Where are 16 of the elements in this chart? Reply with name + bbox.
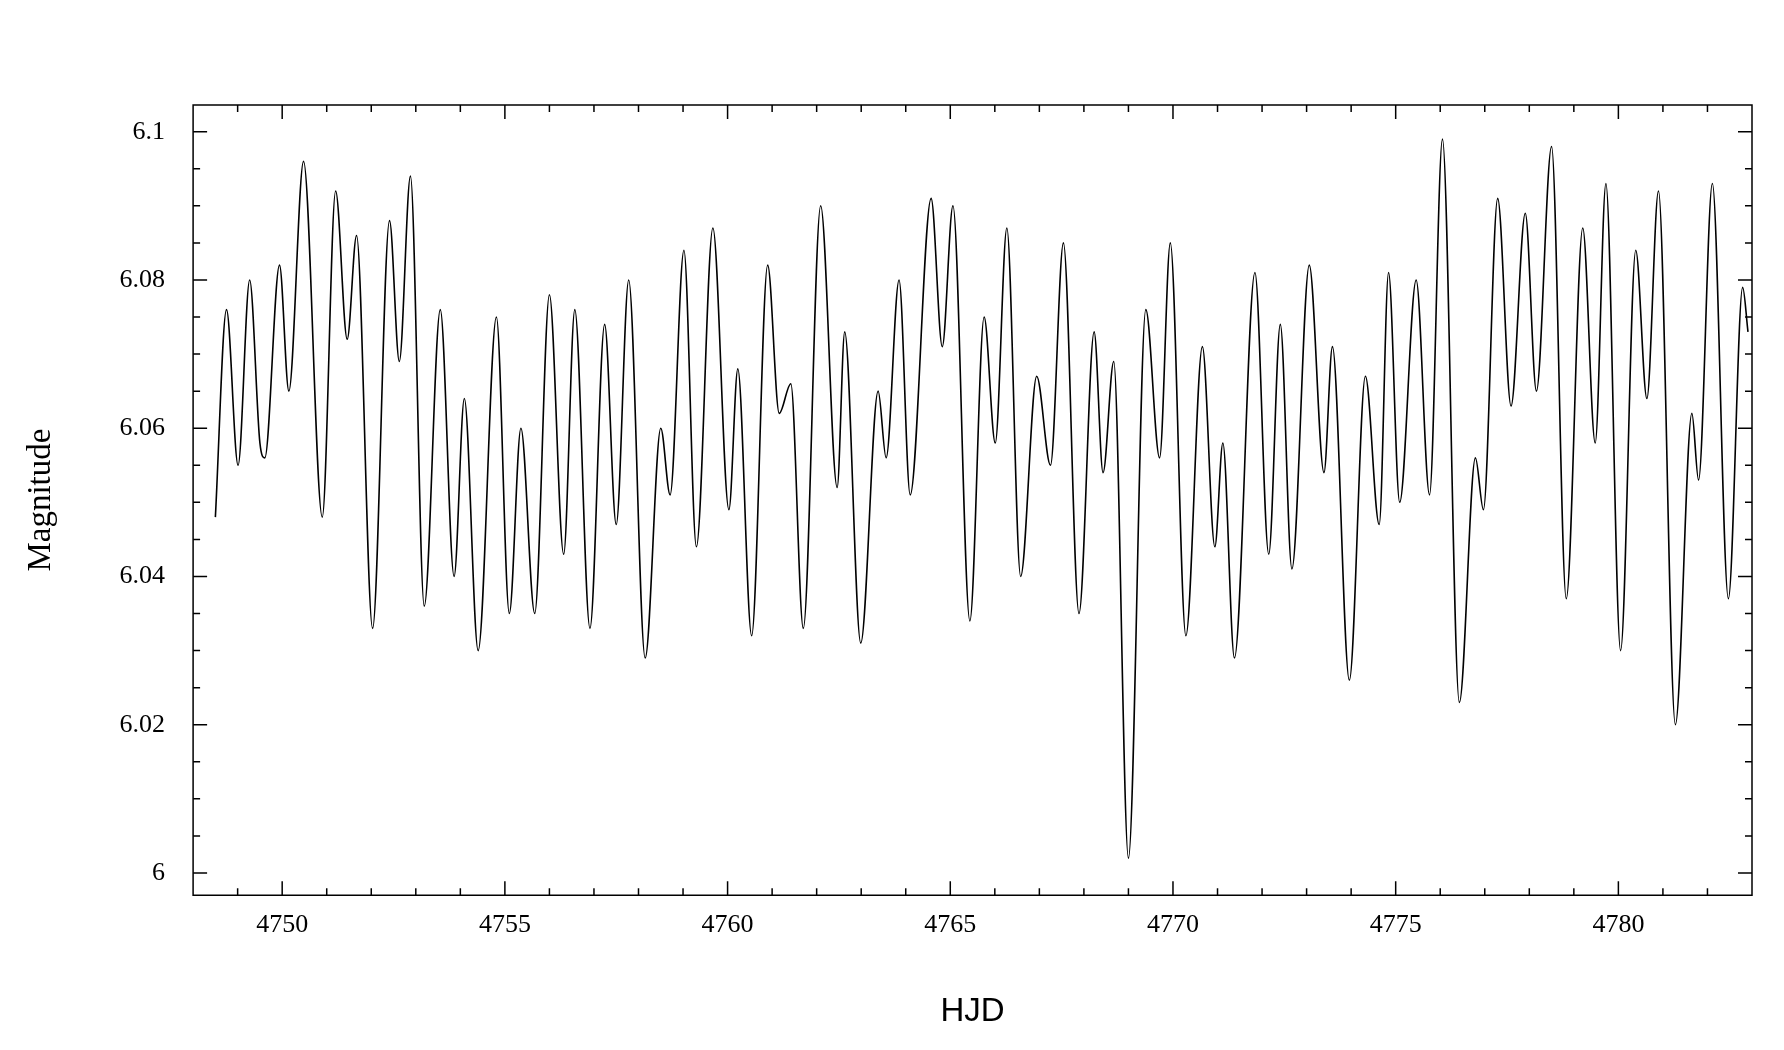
x-tick-label: 4770: [1146, 908, 1199, 938]
x-axis-title: HJD: [940, 991, 1005, 1029]
x-tick-label: 4765: [924, 908, 977, 938]
y-tick-label: 6.06: [119, 412, 166, 442]
x-tick-label: 4775: [1369, 908, 1422, 938]
y-axis-title: Magnitude: [21, 428, 58, 572]
x-tick-label: 4755: [478, 908, 531, 938]
y-tick-label: 6: [152, 856, 166, 886]
x-tick-label: 4760: [701, 908, 754, 938]
line-series: [214, 138, 1749, 859]
y-tick-label: 6.08: [119, 263, 166, 293]
y-tick-label: 6.04: [119, 560, 166, 590]
y-tick-label: 6.02: [119, 708, 166, 738]
x-tick-label: 4750: [256, 908, 309, 938]
x-tick-label: 4780: [1592, 908, 1645, 938]
y-tick-label: 6.1: [132, 115, 166, 145]
